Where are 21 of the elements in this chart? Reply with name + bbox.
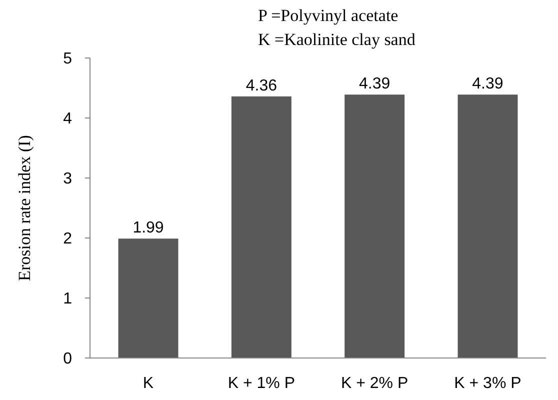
text: K =Kaolinite clay sand bbox=[258, 30, 416, 49]
bar bbox=[344, 94, 405, 358]
y-tick-label: 2 bbox=[63, 230, 72, 248]
x-tick-label: K + 3% P bbox=[454, 375, 522, 392]
bar bbox=[231, 96, 292, 358]
y-axis-title: Erosion rate index (I) bbox=[15, 135, 34, 281]
y-tick-label: 0 bbox=[63, 350, 72, 368]
y-tick-label: 5 bbox=[63, 50, 72, 68]
y-tick-label: 3 bbox=[63, 170, 72, 188]
data-label: 4.39 bbox=[359, 76, 390, 93]
data-label: 4.36 bbox=[246, 77, 278, 94]
bar bbox=[118, 238, 178, 358]
x-tick-label: K + 2% P bbox=[341, 375, 408, 392]
data-label: 4.39 bbox=[472, 76, 504, 93]
bar bbox=[458, 94, 518, 358]
x-tick-label: K + 1% P bbox=[228, 375, 295, 392]
x-tick-label: K bbox=[142, 375, 154, 392]
y-tick-label: 1 bbox=[63, 290, 72, 308]
data-label: 1.99 bbox=[132, 220, 164, 237]
y-tick-label: 4 bbox=[63, 110, 72, 128]
text: P =Polyvinyl acetate bbox=[258, 6, 398, 25]
